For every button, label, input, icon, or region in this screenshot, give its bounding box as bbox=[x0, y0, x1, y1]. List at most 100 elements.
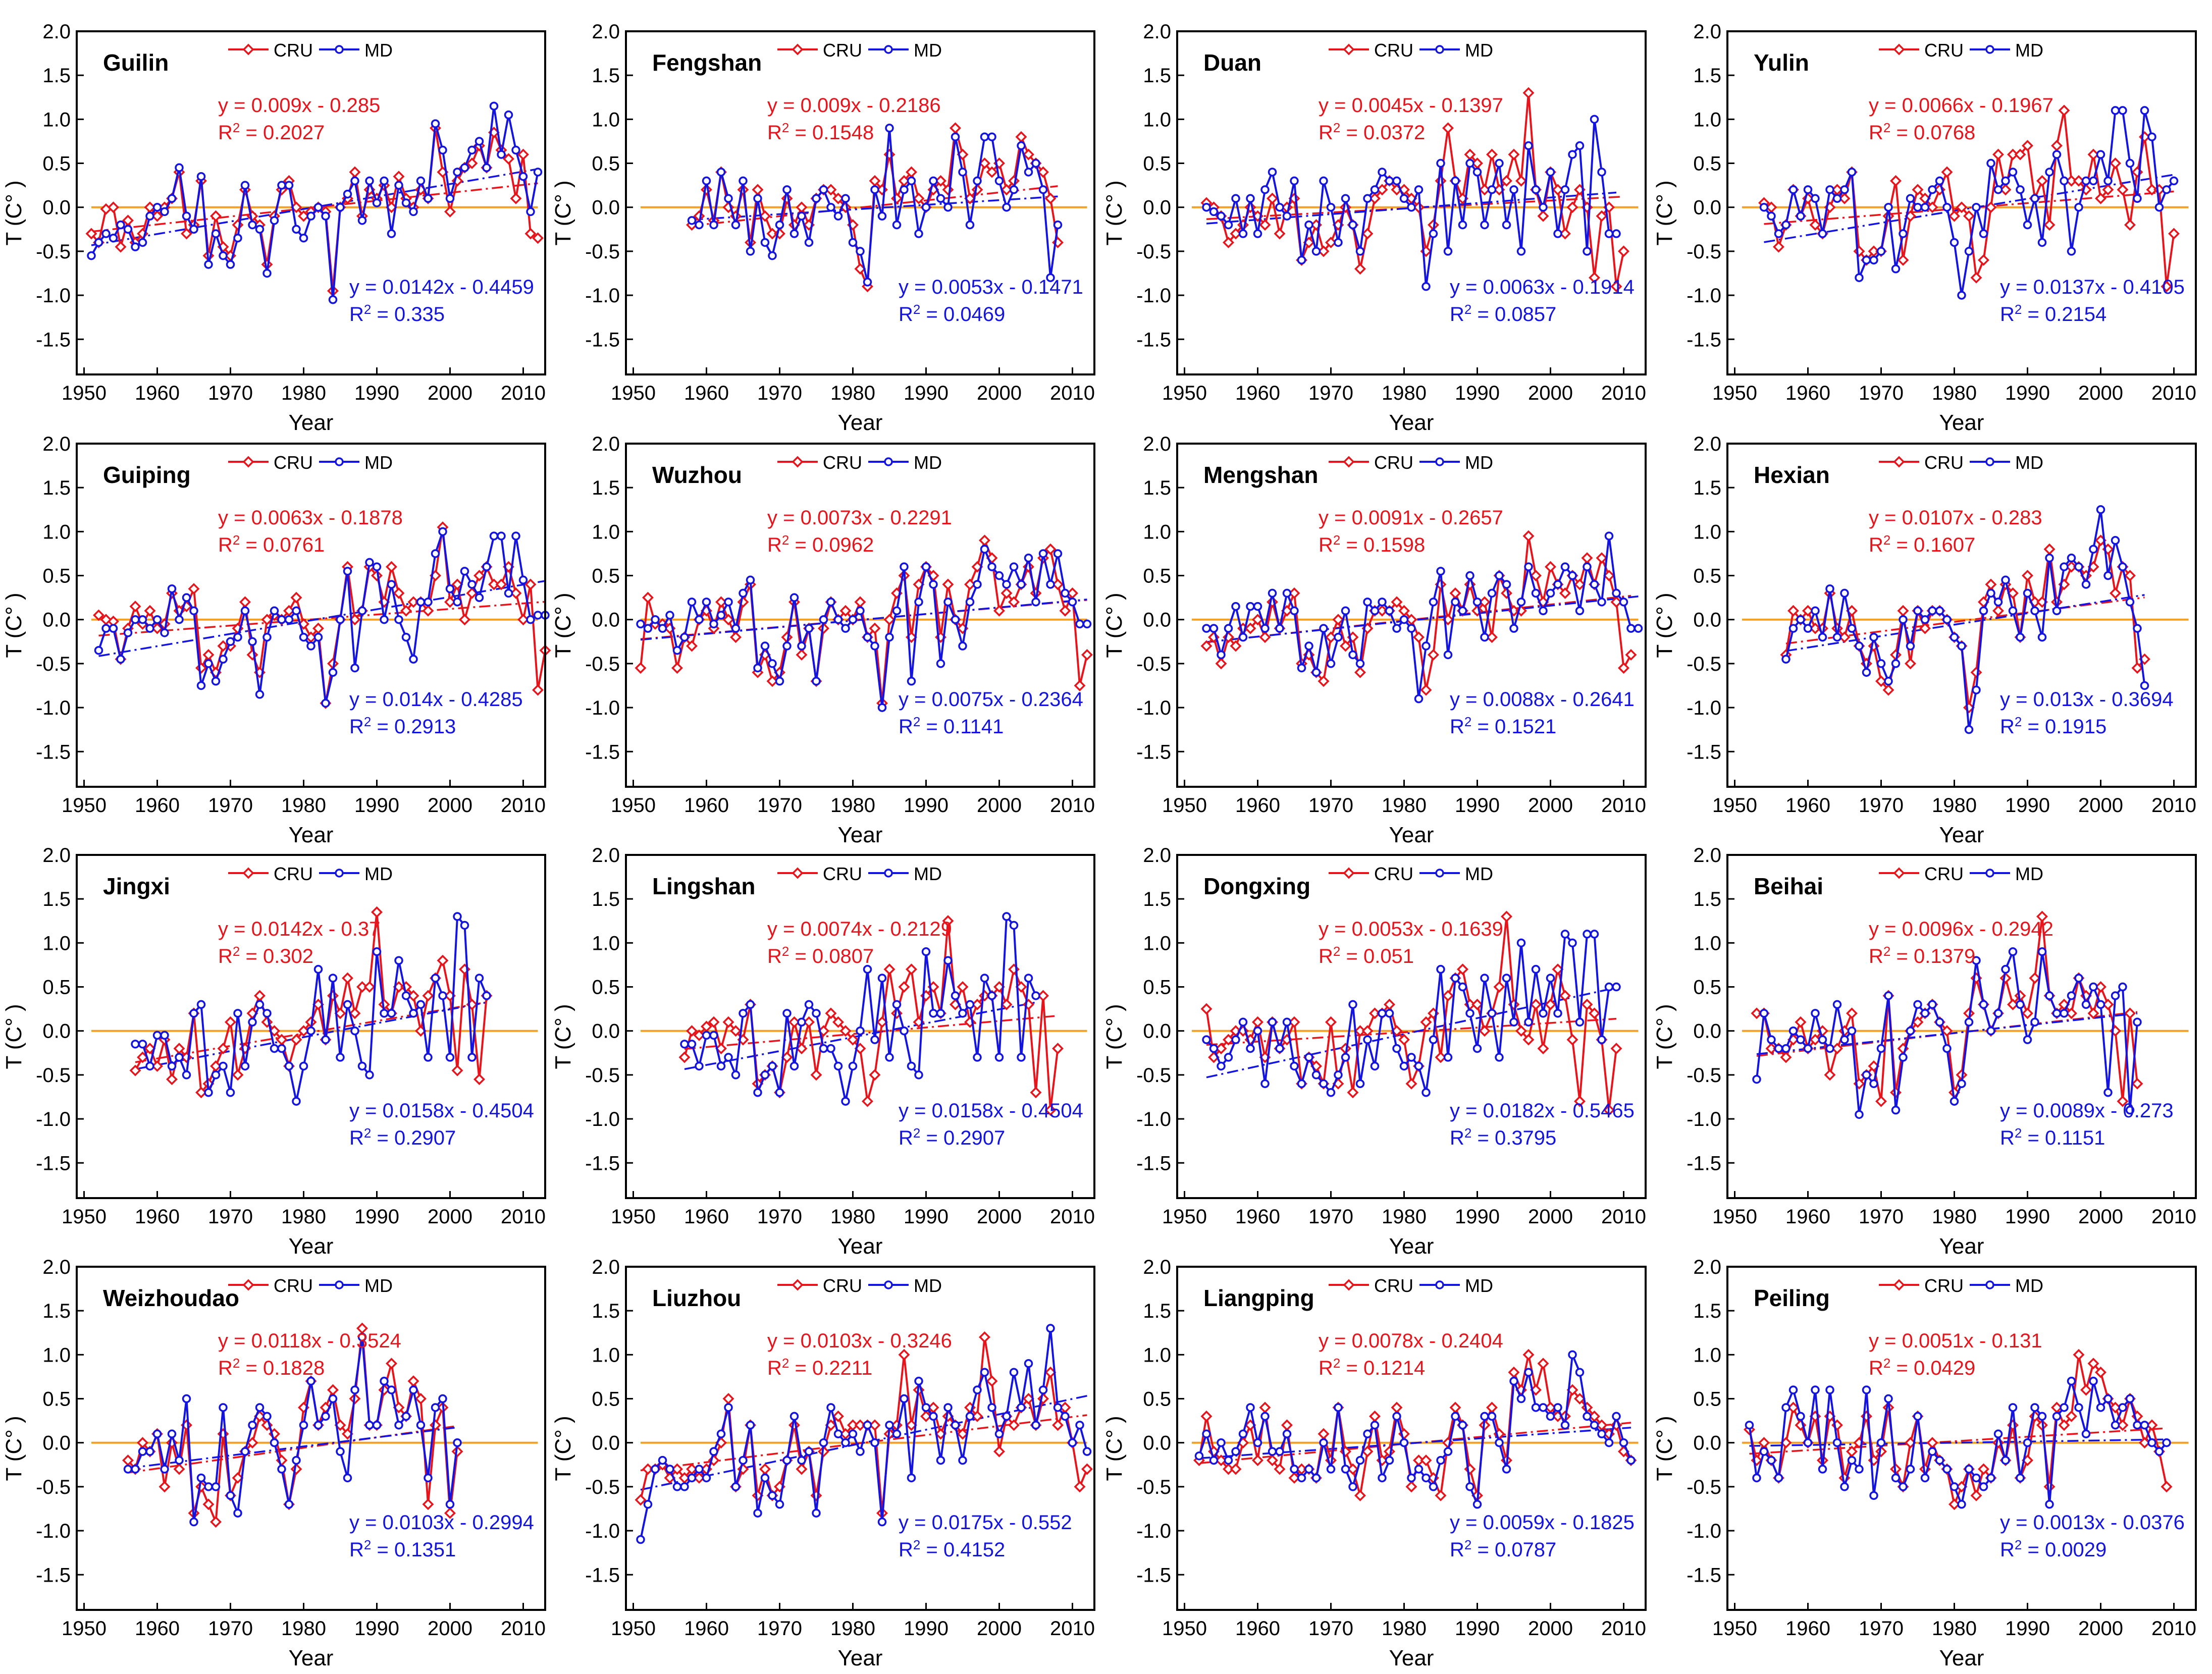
y-tick-label: 0.0 bbox=[1693, 609, 1721, 631]
y-tick-label: -1.0 bbox=[36, 1520, 71, 1542]
legend-cru-label: CRU bbox=[1374, 1275, 1413, 1296]
legend-md-marker bbox=[1435, 457, 1444, 466]
md-point bbox=[2096, 505, 2105, 514]
md-point bbox=[1546, 168, 1555, 177]
plot-frame bbox=[625, 30, 1095, 375]
md-point bbox=[1436, 158, 1445, 168]
md-r-squared: R2 = 0.0469 bbox=[899, 302, 1005, 326]
md-equation: y = 0.0158x - 0.4504 bbox=[899, 1100, 1083, 1122]
cru-point bbox=[1838, 631, 1851, 643]
cru-trend-line bbox=[98, 601, 546, 637]
x-tick-label: 1950 bbox=[1712, 1617, 1757, 1640]
cru-r-squared: R2 = 0.1379 bbox=[1869, 944, 1975, 967]
md-point bbox=[1869, 1079, 1878, 1089]
station-title: Guilin bbox=[103, 49, 169, 76]
y-tick-label: -1.5 bbox=[1687, 329, 1721, 351]
md-point bbox=[1297, 1079, 1306, 1089]
y-tick-label: -1.5 bbox=[1687, 741, 1721, 763]
md-point bbox=[467, 580, 477, 589]
md-point bbox=[929, 1009, 938, 1018]
legend-cru-marker bbox=[1343, 867, 1355, 879]
md-point bbox=[255, 1000, 265, 1009]
md-point bbox=[841, 624, 850, 633]
md-trend-line bbox=[692, 195, 1058, 221]
md-point bbox=[1068, 1438, 1077, 1447]
y-tick-label: 2.0 bbox=[42, 433, 71, 455]
md-point bbox=[445, 194, 455, 203]
legend-cru-marker bbox=[242, 43, 254, 56]
cru-point bbox=[1610, 596, 1622, 608]
md-point bbox=[1993, 1009, 2003, 1018]
md-point bbox=[1378, 1473, 1387, 1483]
y-tick-label: 1.0 bbox=[592, 932, 620, 954]
cru-point bbox=[2066, 1410, 2077, 1422]
md-point bbox=[518, 172, 528, 181]
md-point bbox=[1495, 158, 1504, 168]
y-tick-label: 0.0 bbox=[42, 609, 71, 631]
cru-point bbox=[1809, 1034, 1821, 1046]
md-point bbox=[921, 202, 931, 212]
md-trend-line bbox=[128, 1426, 458, 1469]
md-point bbox=[380, 1009, 389, 1018]
legend-cru-marker bbox=[792, 456, 804, 468]
cru-series-line bbox=[1205, 535, 1632, 691]
y-tick-label: 0.5 bbox=[592, 153, 620, 175]
cru-point bbox=[1230, 228, 1242, 240]
md-point bbox=[1326, 659, 1336, 668]
md-point bbox=[160, 628, 169, 637]
cru-point bbox=[642, 1463, 654, 1475]
md-point bbox=[1341, 1053, 1350, 1062]
md-point bbox=[2045, 168, 2054, 177]
x-tick-label: 2010 bbox=[1050, 1617, 1095, 1640]
md-point bbox=[877, 211, 887, 221]
md-point bbox=[1480, 220, 1489, 230]
y-tick-label: 1.0 bbox=[592, 521, 620, 543]
x-tick-label: 1960 bbox=[1235, 1206, 1280, 1228]
md-point bbox=[987, 991, 996, 1000]
cru-point bbox=[1545, 561, 1556, 573]
cru-point bbox=[722, 1393, 734, 1405]
md-point bbox=[2118, 1403, 2127, 1412]
md-point bbox=[2001, 1455, 2010, 1465]
md-r-squared-value: 0.2907 bbox=[394, 1127, 456, 1149]
md-point bbox=[1583, 1412, 1592, 1421]
cru-point bbox=[1809, 219, 1821, 231]
x-axis-label: Year bbox=[838, 410, 883, 435]
cru-point bbox=[722, 1016, 734, 1028]
x-tick-label: 1980 bbox=[1382, 382, 1427, 404]
cru-point bbox=[839, 605, 852, 617]
x-tick-label: 2000 bbox=[977, 382, 1022, 404]
cru-point bbox=[2043, 219, 2056, 231]
md-point bbox=[1796, 211, 1805, 221]
cru-point bbox=[1252, 1016, 1263, 1028]
cru-r-squared-value: 0.0429 bbox=[1914, 1357, 1975, 1379]
x-tick-label: 2000 bbox=[1528, 794, 1573, 817]
md-point bbox=[731, 220, 741, 230]
plot-frame bbox=[1726, 443, 2197, 788]
x-tick-label: 1960 bbox=[1785, 1206, 1830, 1228]
md-point bbox=[2001, 964, 2010, 974]
md-point bbox=[2125, 598, 2135, 607]
cru-equation: y = 0.0091x - 0.2657 bbox=[1319, 507, 1503, 529]
md-point bbox=[1583, 247, 1592, 256]
md-point bbox=[1884, 202, 1893, 212]
md-point bbox=[1942, 1044, 1952, 1053]
md-point bbox=[101, 229, 111, 238]
md-point bbox=[1458, 606, 1467, 616]
md-point bbox=[2023, 588, 2032, 598]
md-trend-line bbox=[1785, 594, 2145, 652]
md-point bbox=[958, 1455, 967, 1465]
cru-point bbox=[1522, 1348, 1535, 1361]
md-point bbox=[255, 1403, 265, 1412]
cru-point bbox=[1000, 587, 1013, 599]
cru-equation: y = 0.0051x - 0.131 bbox=[1869, 1330, 2042, 1352]
md-point bbox=[2030, 606, 2039, 616]
md-point bbox=[804, 1000, 814, 1009]
md-point bbox=[1597, 168, 1606, 177]
md-series-line bbox=[1748, 1380, 2168, 1505]
md-point bbox=[1385, 176, 1394, 186]
md-point bbox=[782, 185, 792, 194]
md-point bbox=[445, 1500, 455, 1509]
md-point bbox=[892, 220, 902, 230]
